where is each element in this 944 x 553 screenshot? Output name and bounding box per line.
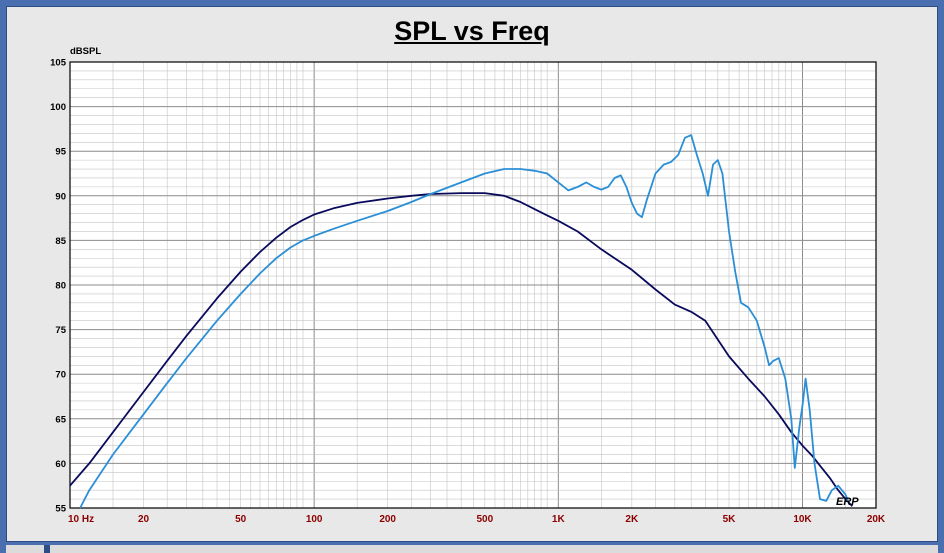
x-tick-label: 500	[476, 514, 493, 525]
y-tick-label: 85	[55, 236, 66, 247]
bottom-tab	[44, 545, 50, 553]
y-tick-label: 70	[55, 370, 66, 381]
y-tick-label: 105	[50, 58, 67, 69]
x-tick-label: 100	[306, 514, 323, 525]
y-tick-label: 90	[55, 191, 66, 202]
plot-border	[69, 61, 877, 509]
x-tick-label: 20	[138, 514, 150, 525]
x-tick-label: 10 Hz	[68, 514, 94, 525]
y-tick-label: 60	[55, 459, 66, 470]
y-tick-label: 75	[55, 325, 66, 336]
series-line-2	[79, 134, 850, 509]
x-tick-label: 2K	[625, 514, 639, 525]
y-tick-label: 55	[55, 504, 66, 515]
grid	[69, 61, 877, 509]
y-axis-label: dBSPL	[70, 46, 101, 57]
y-tick-label: 65	[55, 414, 66, 425]
x-tick-label: 5K	[723, 514, 737, 525]
series-line-1	[69, 192, 853, 507]
y-tick-labels: 55 60 65 70 75 80 85 90 95 100 105	[50, 58, 67, 515]
series-group	[69, 134, 853, 509]
y-tick-label: 80	[55, 281, 66, 292]
y-tick-label: 95	[55, 147, 66, 158]
x-tick-label: 10K	[793, 514, 812, 525]
erp-logo: ERP	[836, 496, 859, 508]
y-tick-label: 100	[50, 102, 66, 113]
x-tick-label: 1K	[552, 514, 566, 525]
x-tick-label: 50	[235, 514, 247, 525]
chart-title: SPL vs Freq	[394, 16, 550, 46]
x-tick-label: 200	[379, 514, 396, 525]
x-tick-labels: 10 Hz 20 50 100 200 500 1K 2K 5K 10K 20K	[68, 514, 886, 525]
bottom-strip	[6, 545, 938, 553]
x-tick-label: 20K	[867, 514, 886, 525]
